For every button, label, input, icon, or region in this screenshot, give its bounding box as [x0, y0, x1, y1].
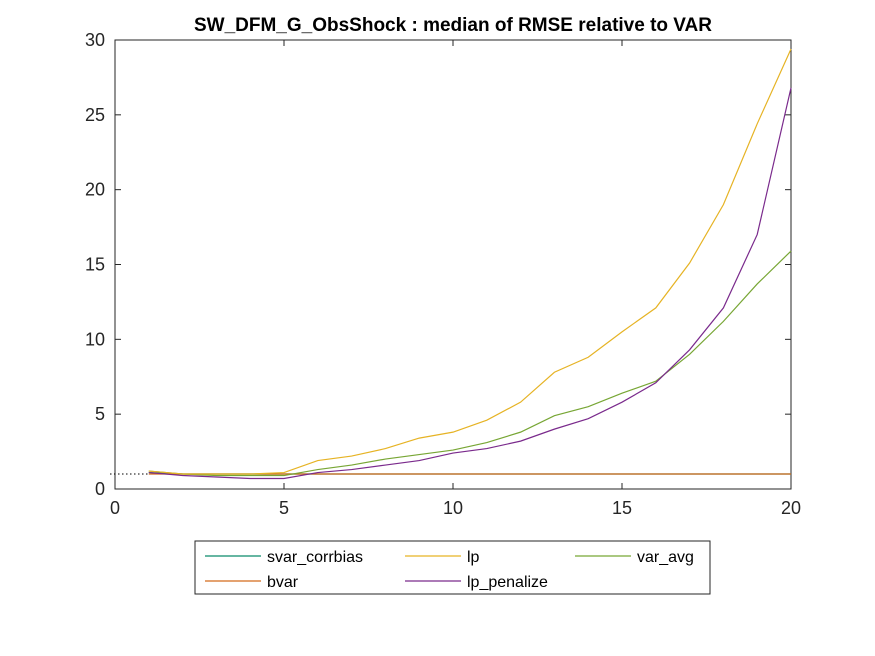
x-tick-label: 15	[612, 498, 632, 518]
legend-label-lp-penalize: lp_penalize	[467, 574, 548, 591]
y-tick-label: 20	[85, 180, 105, 200]
series-line-lp	[148, 48, 792, 475]
legend-box	[194, 540, 711, 595]
plot-area: 0 5 10 15 20 0 5 10 15 20 25 30	[85, 30, 801, 518]
x-tick-label: 5	[279, 498, 289, 518]
legend-label-lp: lp	[467, 549, 480, 566]
y-tick-label: 30	[85, 30, 105, 50]
y-tick-label: 5	[95, 404, 105, 424]
x-tick-label: 10	[443, 498, 463, 518]
legend-label-svar-corrbias: svar_corrbias	[267, 549, 363, 566]
y-tick-label: 0	[95, 479, 105, 499]
chart-title: SW_DFM_G_ObsShock : median of RMSE relat…	[194, 15, 712, 36]
legend-label-bvar: bvar	[267, 574, 299, 591]
y-tick-label: 10	[85, 329, 105, 349]
series-line-var-avg	[148, 250, 792, 477]
y-tick-label: 15	[85, 255, 105, 275]
legend-label-var-avg: var_avg	[637, 549, 694, 566]
x-tick-label: 20	[781, 498, 801, 518]
series-line-lp-penalize	[148, 87, 792, 480]
x-tick-label: 0	[110, 498, 120, 518]
y-tick-label: 25	[85, 105, 105, 125]
